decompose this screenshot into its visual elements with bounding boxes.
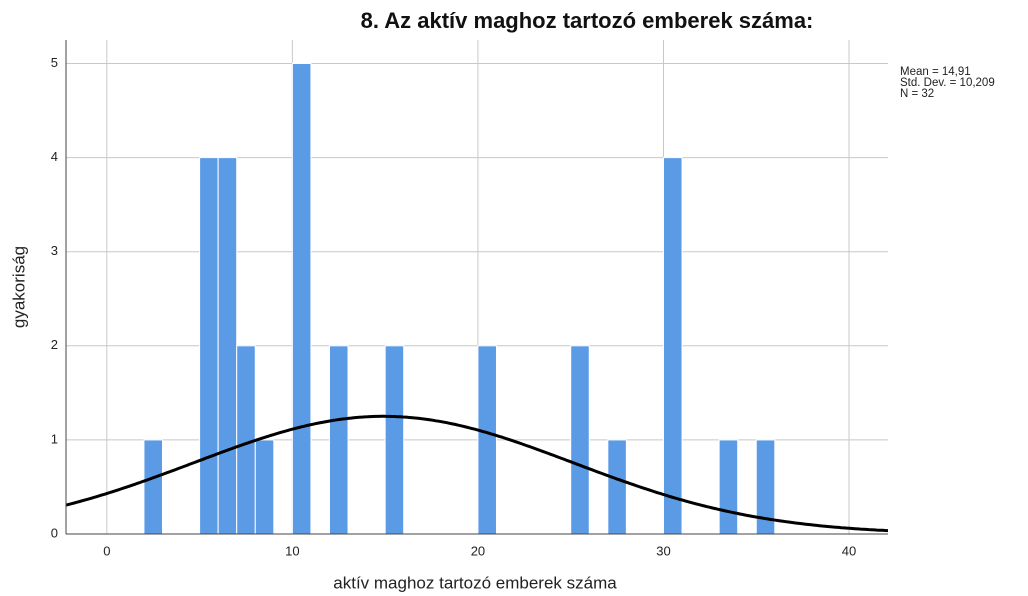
x-tick-label: 10 <box>285 543 299 558</box>
bar <box>328 345 349 535</box>
y-tick-label: 3 <box>51 243 58 258</box>
x-tick-label: 30 <box>656 543 670 558</box>
y-tick-label: 4 <box>51 149 58 164</box>
bar <box>217 157 238 535</box>
x-tick-label: 20 <box>471 543 485 558</box>
stat-label: N = 32 <box>900 88 934 100</box>
bar <box>199 157 219 535</box>
bar <box>143 439 163 535</box>
x-axis-label: aktív maghoz tartozó emberek száma <box>333 573 617 592</box>
stat-label: Mean = 14,91 <box>900 66 971 78</box>
y-axis-label: gyakoriság <box>9 246 28 328</box>
y-tick-label: 0 <box>51 525 58 540</box>
normal-curve <box>65 414 889 533</box>
bar <box>607 439 627 535</box>
bar <box>662 157 683 535</box>
y-tick-label: 1 <box>51 431 58 446</box>
bar <box>718 439 739 535</box>
chart-title: 8. Az aktív maghoz tartozó emberek száma… <box>361 8 814 33</box>
x-tick-label: 0 <box>103 543 110 558</box>
stat-label: Std. Dev. = 10,209 <box>900 77 995 89</box>
bar <box>384 345 405 535</box>
bar <box>570 345 590 535</box>
y-tick-label: 5 <box>51 55 58 70</box>
x-tick-label: 40 <box>842 543 856 558</box>
bar <box>291 63 312 535</box>
bar <box>254 439 275 535</box>
bar <box>477 345 497 535</box>
y-tick-label: 2 <box>51 337 58 352</box>
